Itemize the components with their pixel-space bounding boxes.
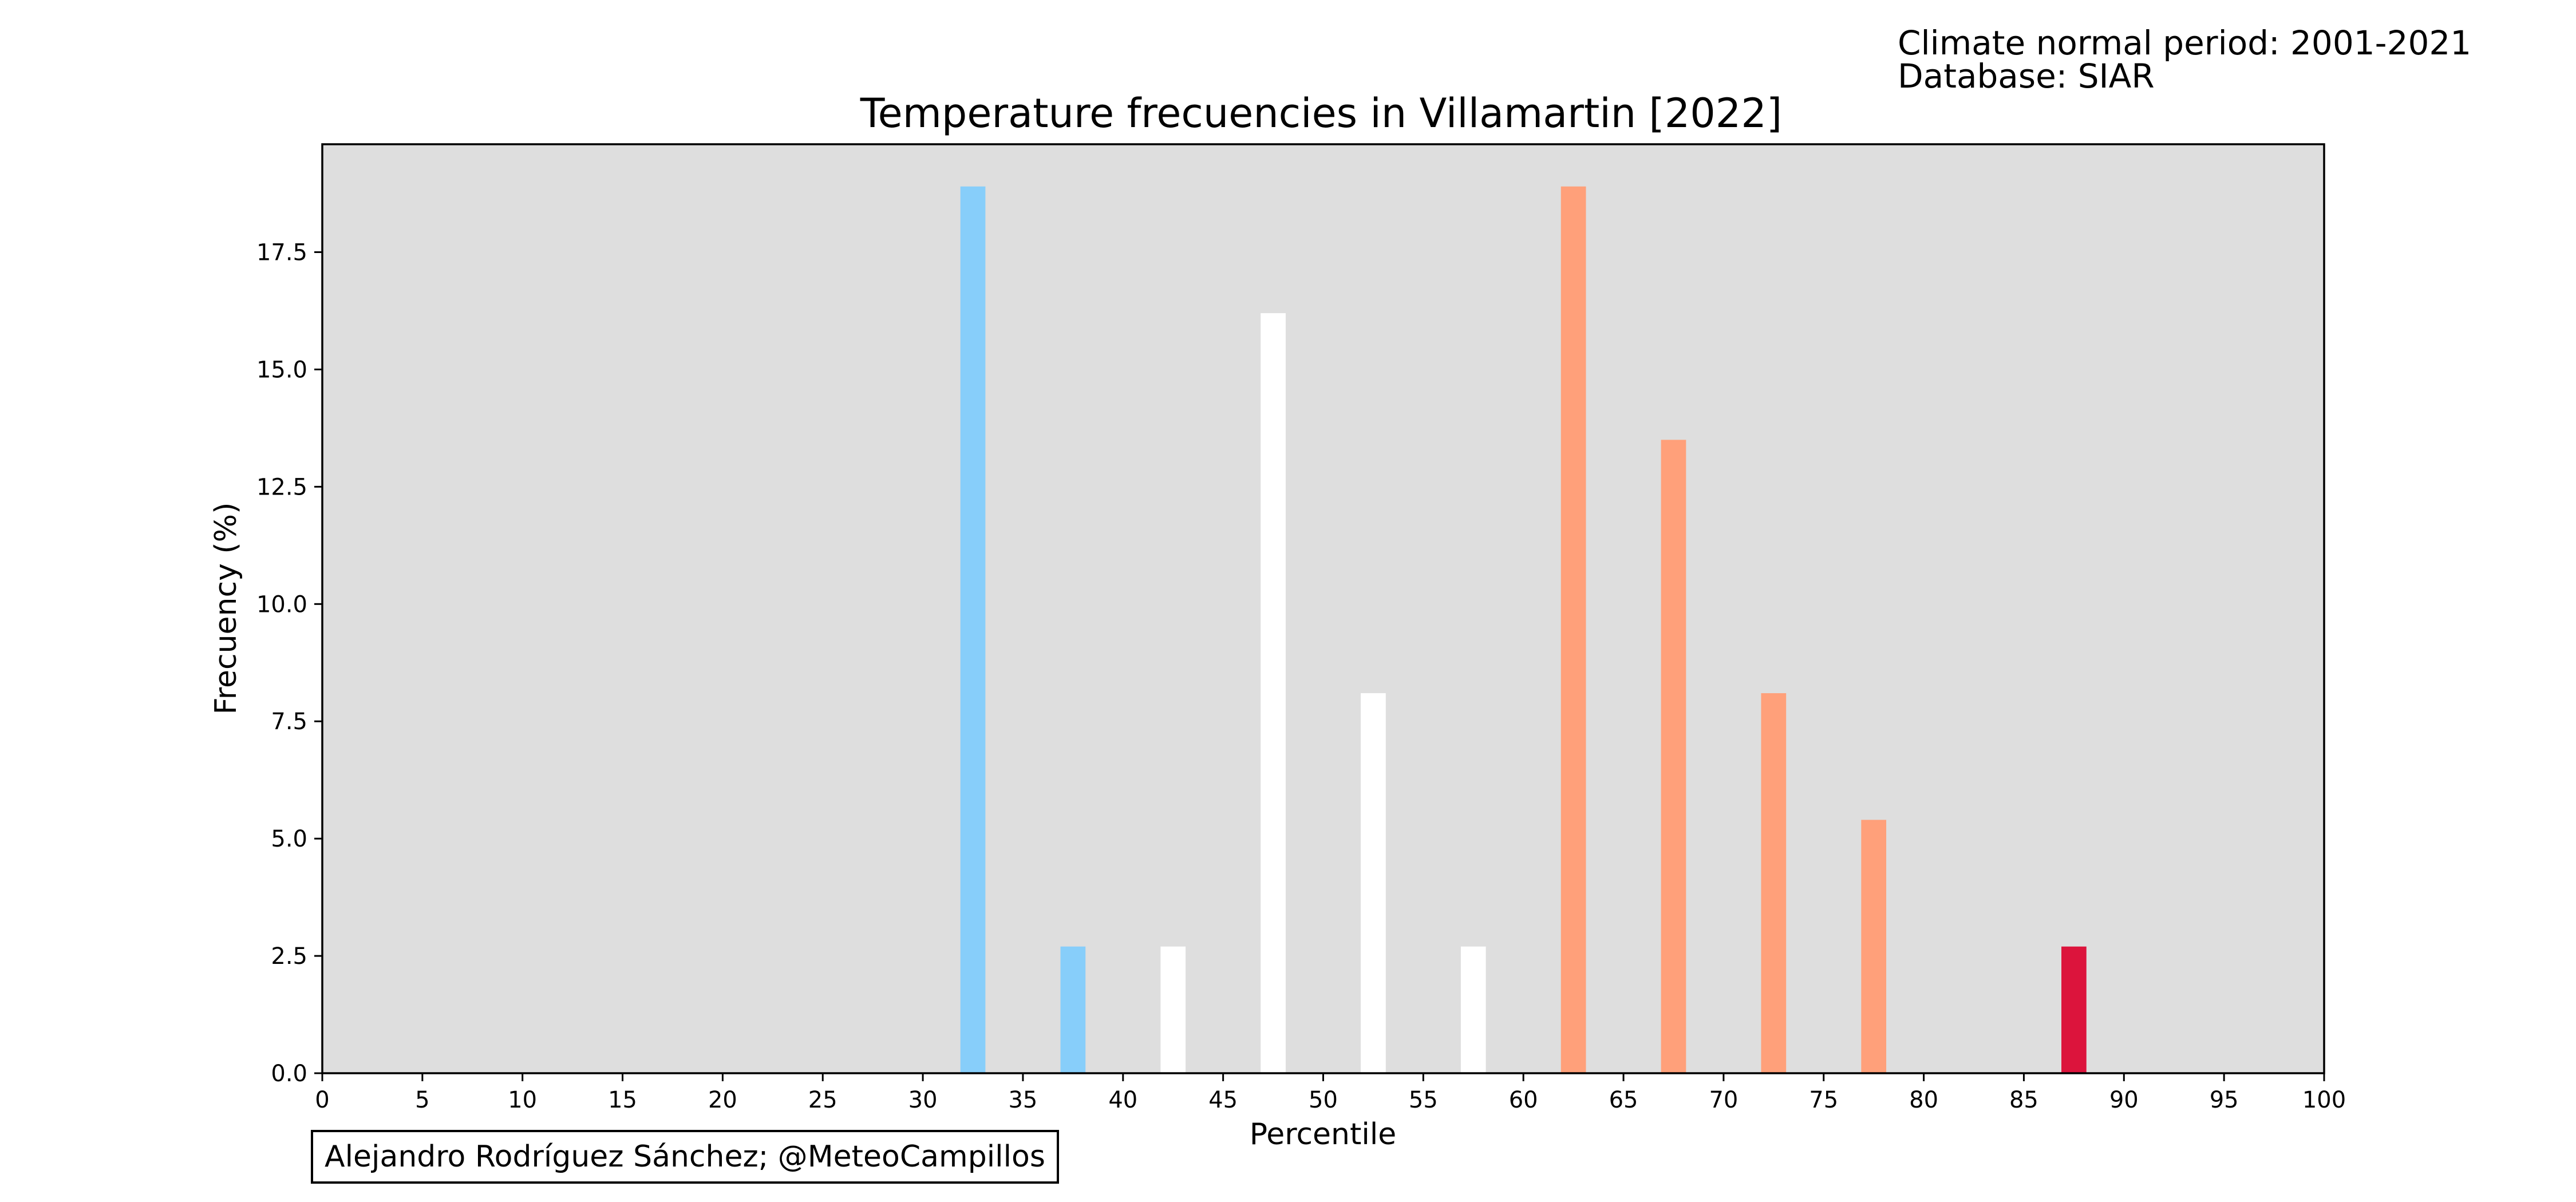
x-tick-label-90: 90 [2109,1087,2139,1113]
y-tick-label-0.0: 0.0 [271,1061,307,1087]
x-tick-label-40: 40 [1108,1087,1137,1113]
y-tick-label-17.5: 17.5 [256,240,307,266]
x-tick-label-55: 55 [1409,1087,1438,1113]
plot-area [322,144,2324,1073]
credit-box: Alejandro Rodríguez Sánchez; @MeteoCampi… [311,1130,1059,1184]
x-tick-label-5: 5 [415,1087,429,1113]
y-tick-label-15.0: 15.0 [256,357,307,383]
x-tick-label-80: 80 [1909,1087,1938,1113]
x-tick-label-85: 85 [2009,1087,2038,1113]
y-tick-label-10.0: 10.0 [256,591,307,618]
x-tick-label-35: 35 [1008,1087,1037,1113]
x-tick-label-60: 60 [1509,1087,1538,1113]
x-tick-label-70: 70 [1709,1087,1738,1113]
bar-4 [1361,693,1386,1073]
x-axis: 0 5 10 15 20 25 30 35 40 45 50 55 60 65 70 75 80 85 90 95 10… [315,1073,2346,1113]
x-tick-label-65: 65 [1609,1087,1638,1113]
x-tick-label-95: 95 [2210,1087,2239,1113]
database-text: Database: SIAR [1898,57,2155,96]
x-tick-label-45: 45 [1208,1087,1238,1113]
y-tick-label-5.0: 5.0 [271,826,307,852]
x-axis-label: Percentile [1250,1117,1397,1152]
x-tick-label-0: 0 [315,1087,329,1113]
y-tick-label-7.5: 7.5 [271,709,307,735]
bar-0 [960,186,986,1074]
x-tick-label-100: 100 [2302,1087,2346,1113]
y-tick-label-12.5: 12.5 [256,474,307,500]
x-tick-label-20: 20 [708,1087,737,1113]
y-axis: 0.0 2.5 5.0 7.5 10.0 12.5 15.0 17.5 [256,240,322,1087]
bar-7 [1661,440,1686,1073]
x-tick-label-30: 30 [908,1087,938,1113]
x-tick-label-10: 10 [508,1087,537,1113]
bar-2 [1160,946,1186,1073]
chart-title: Temperature frecuencies in Villamartin [… [860,90,1782,137]
bar-5 [1460,946,1486,1073]
x-tick-label-15: 15 [608,1087,637,1113]
bars [960,186,2087,1074]
y-tick-label-2.5: 2.5 [271,943,307,970]
bar-6 [1560,186,1586,1074]
bar-3 [1261,313,1286,1074]
bar-9 [1861,820,1887,1073]
bar-8 [1761,693,1787,1073]
x-tick-label-75: 75 [1809,1087,1838,1113]
x-tick-label-50: 50 [1309,1087,1338,1113]
x-tick-label-25: 25 [808,1087,837,1113]
climate-normal-period-text: Climate normal period: 2001-2021 [1898,23,2472,62]
credit-text: Alejandro Rodríguez Sánchez; @MeteoCampi… [325,1140,1045,1174]
y-axis-label: Frecuency (%) [209,503,243,715]
bar-1 [1060,946,1086,1073]
bar-10 [2061,946,2087,1073]
